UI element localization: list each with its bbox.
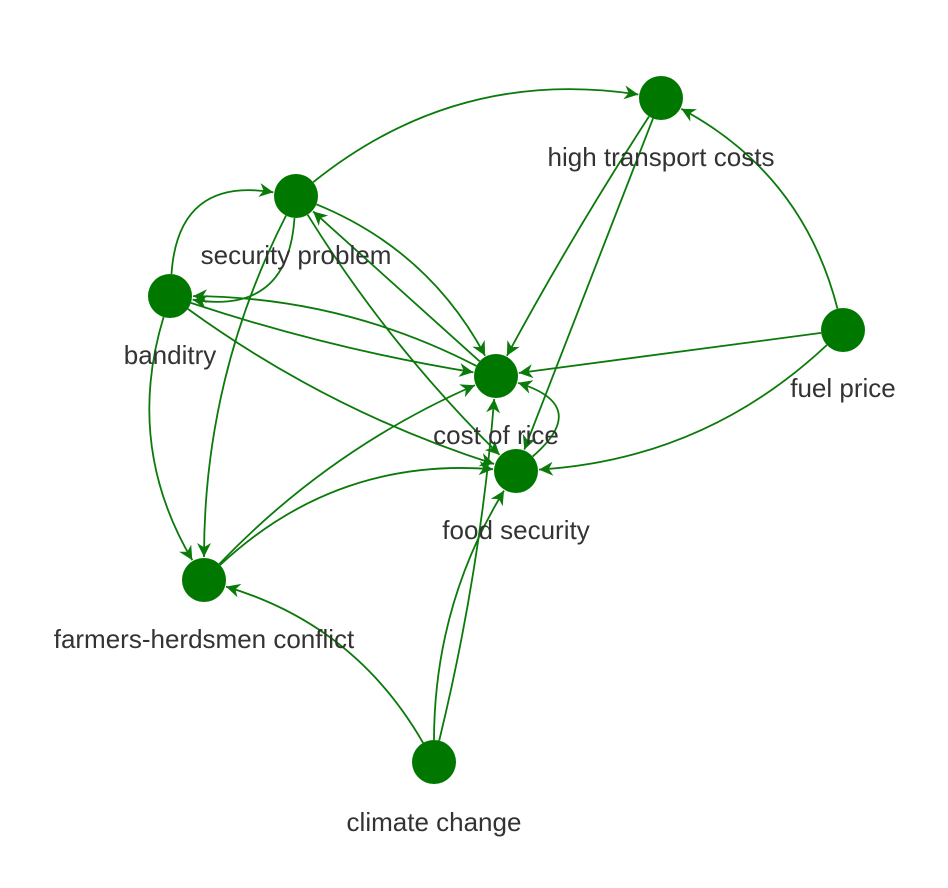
edge-banditry-to-security-problem [170,183,274,275]
node-label-high-transport-costs: high transport costs [548,142,775,172]
node-security-problem[interactable] [274,174,318,218]
node-label-cost-of-rice: cost of rice [433,420,559,450]
nodes-layer [148,76,865,784]
edges-layer [148,85,839,744]
node-climate-change[interactable] [412,740,456,784]
node-cost-of-rice[interactable] [474,354,518,398]
edge-security-problem-to-high-transport-costs [312,85,639,183]
node-banditry[interactable] [148,274,192,318]
node-label-fuel-price: fuel price [790,373,896,403]
node-label-farmers-herdsmen-conflict: farmers-herdsmen conflict [54,624,355,654]
edge-climate-change-to-farmers-herdsmen-conflict [225,583,424,744]
node-fuel-price[interactable] [821,308,865,352]
edge-banditry-to-cost-of-rice [190,302,474,377]
edge-security-problem-to-farmers-herdsmen-conflict [196,215,287,558]
node-label-security-problem: security problem [201,240,392,270]
edge-banditry-to-farmers-herdsmen-conflict [148,316,194,561]
edge-high-transport-costs-to-food-security [522,118,654,450]
edge-climate-change-to-cost-of-rice [438,398,501,741]
edge-security-problem-to-banditry [192,217,296,309]
edge-cost-of-rice-to-banditry [192,289,477,367]
edge-high-transport-costs-to-cost-of-rice [506,116,650,357]
node-label-climate-change: climate change [347,807,522,837]
edge-security-problem-to-food-security [306,214,501,456]
edge-farmers-herdsmen-conflict-to-cost-of-rice [218,384,476,565]
node-food-security[interactable] [494,449,538,493]
edge-cost-of-rice-to-security-problem [312,210,481,362]
edge-climate-change-to-food-security [433,490,505,741]
edge-food-security-to-cost-of-rice [517,380,560,458]
edge-farmers-herdsmen-conflict-to-food-security [219,461,494,566]
edge-banditry-to-food-security [187,308,495,467]
node-label-banditry: banditry [124,340,217,370]
node-high-transport-costs[interactable] [639,76,683,120]
edge-fuel-price-to-cost-of-rice [518,332,822,379]
edge-fuel-price-to-high-transport-costs [680,108,839,309]
labels-layer: high transport costs security problem band… [54,142,896,837]
edge-fuel-price-to-food-security [538,344,828,476]
node-label-food-security: food security [442,515,589,545]
edge-security-problem-to-cost-of-rice [316,203,486,357]
node-farmers-herdsmen-conflict[interactable] [182,558,226,602]
